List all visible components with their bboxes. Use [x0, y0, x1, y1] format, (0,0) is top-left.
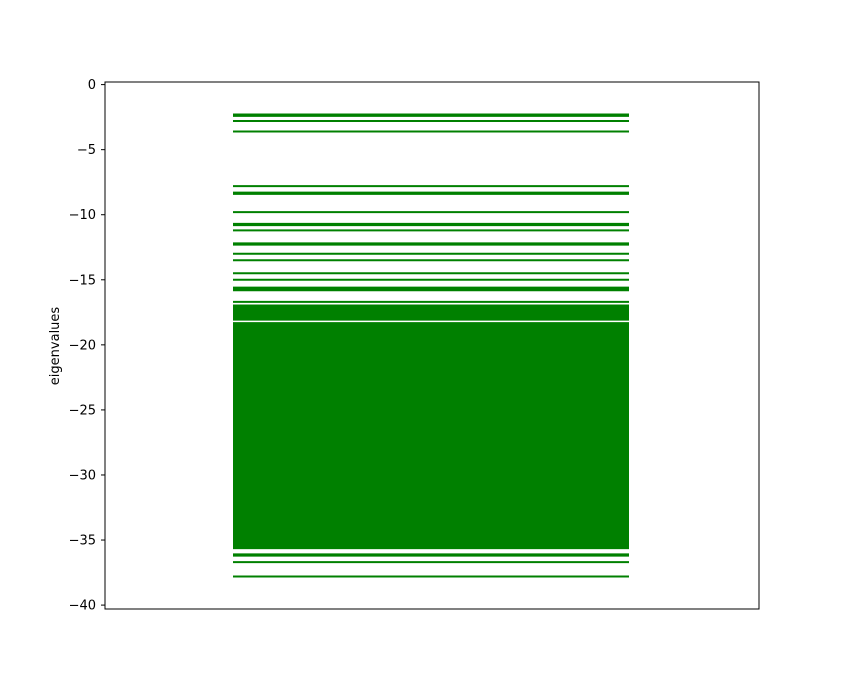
- y-tick-label: −35: [69, 534, 96, 549]
- plot-frame: [104, 81, 760, 610]
- eigenvalue-dense-band: [233, 304, 629, 550]
- y-tick-label: −40: [69, 599, 96, 614]
- y-tick-label: −5: [77, 143, 96, 158]
- y-tick-label: −20: [69, 338, 96, 353]
- y-tick-label: −25: [69, 403, 96, 418]
- y-axis: 0 −5 −10 −15 −20 −25 −30 −35 −40: [69, 78, 105, 614]
- y-tick-label: −30: [69, 468, 96, 483]
- eigenvalue-lines: [233, 113, 629, 578]
- y-tick-label: −15: [69, 273, 96, 288]
- y-tick-label: 0: [88, 78, 96, 93]
- y-tick-label: −10: [69, 208, 96, 223]
- y-axis-label: eigenvalues: [48, 307, 63, 386]
